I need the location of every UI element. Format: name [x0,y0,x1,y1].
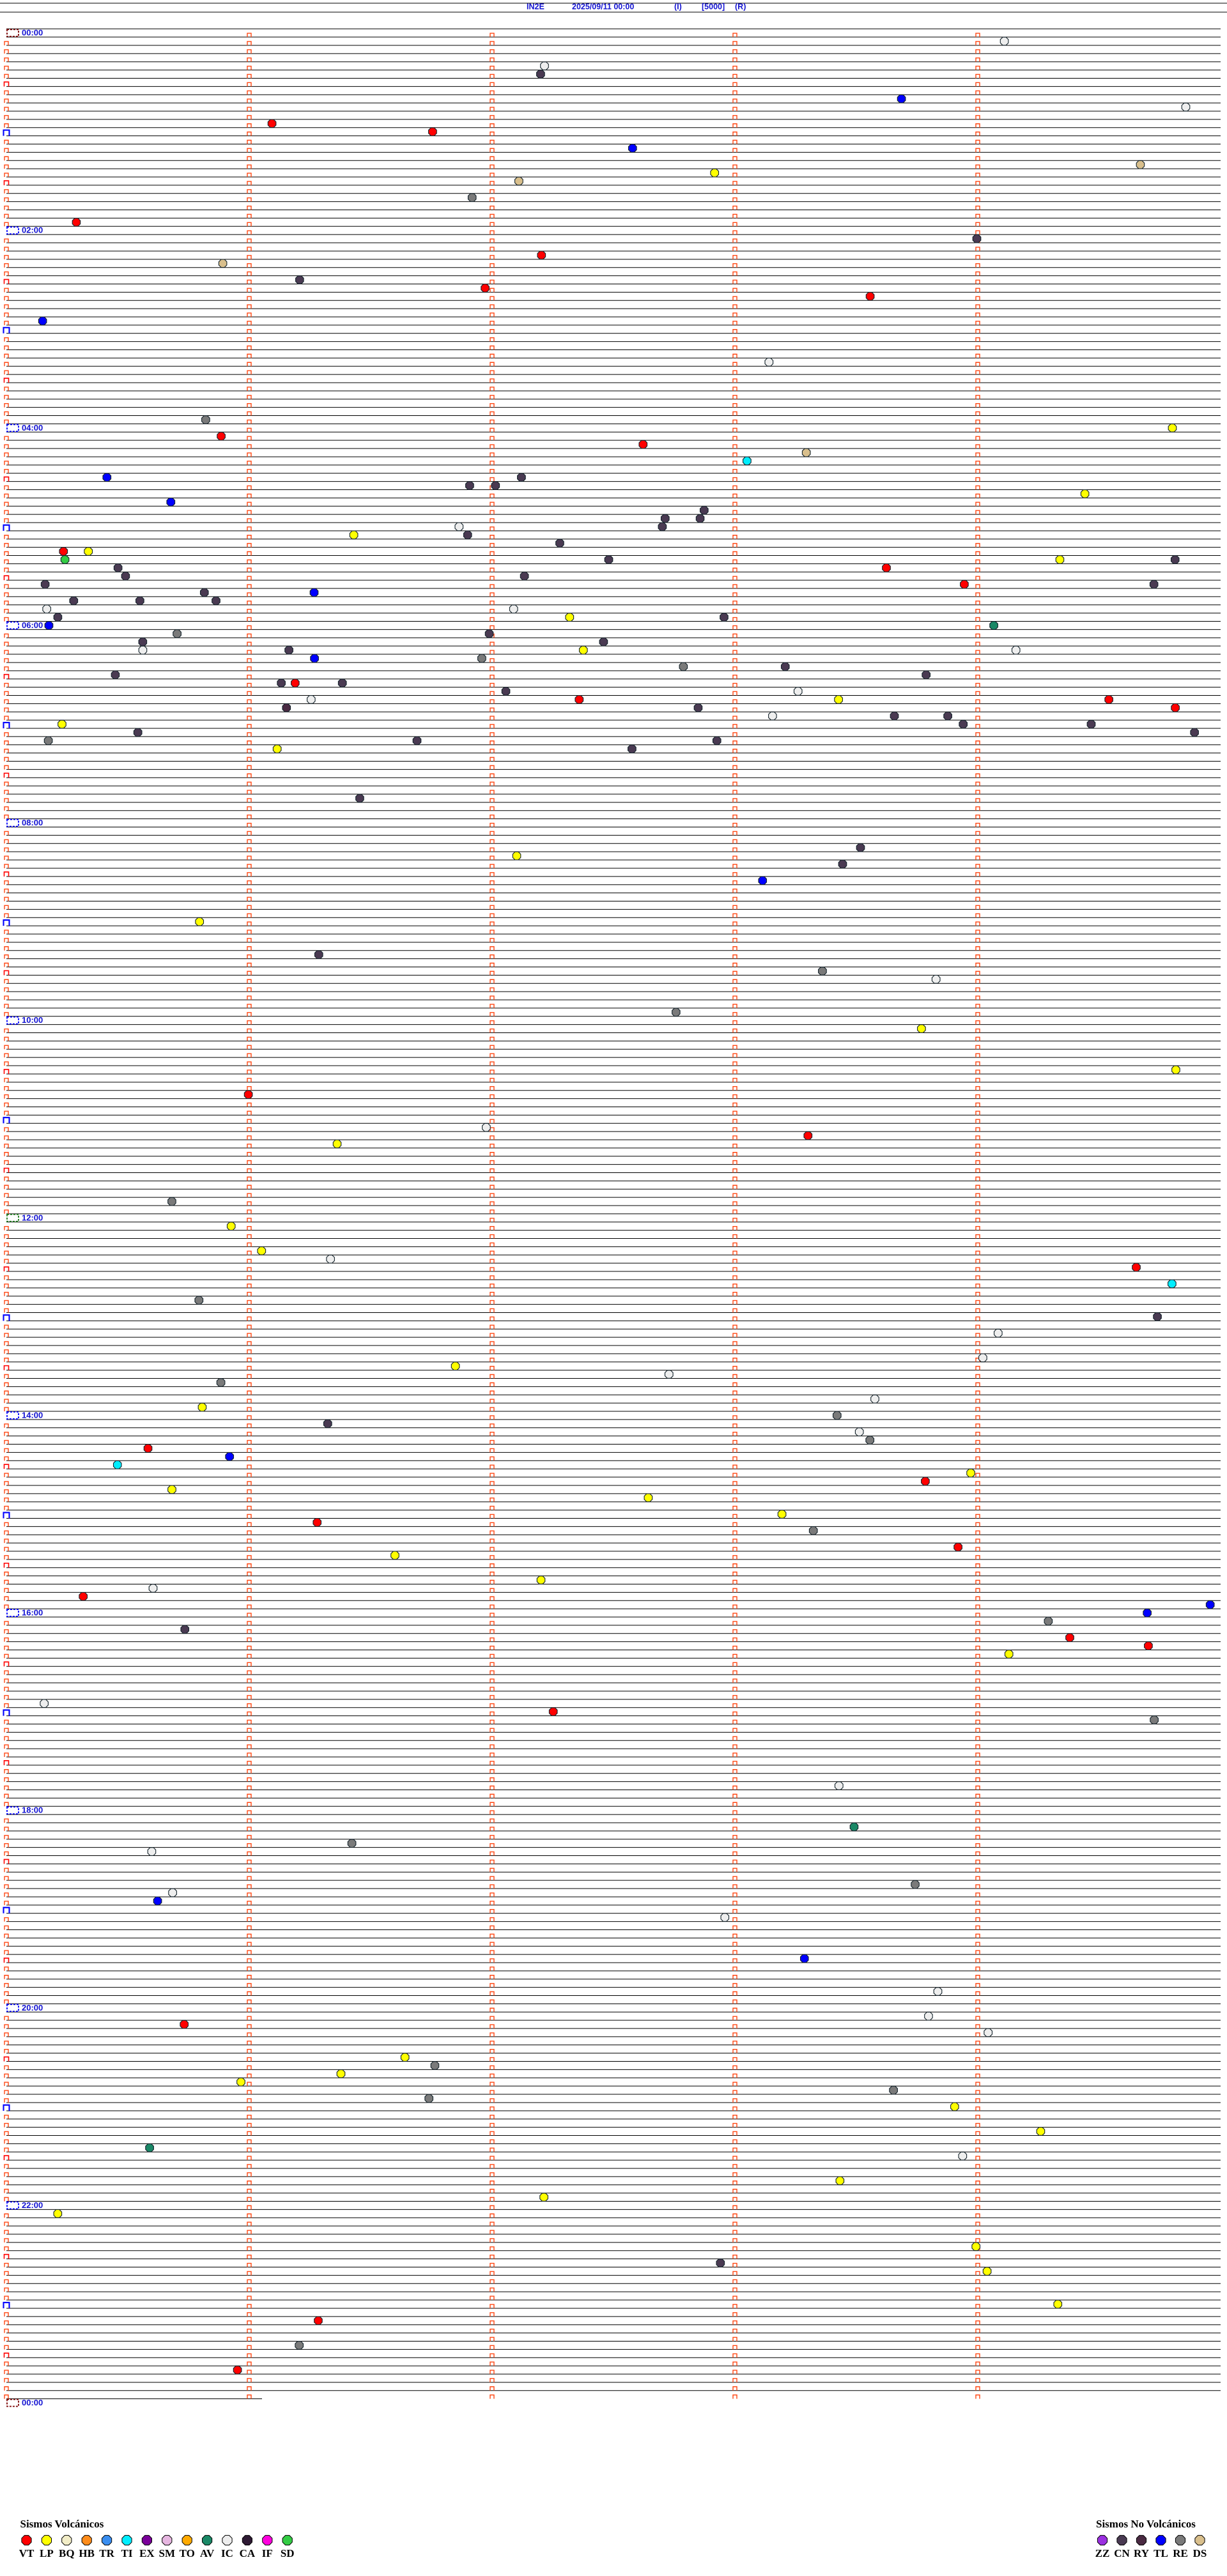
svg-text:AV: AV [200,2547,215,2559]
svg-text:18:00: 18:00 [22,1805,43,1815]
svg-text:Sismos Volcánicos: Sismos Volcánicos [20,2518,104,2530]
svg-text:Sismos No Volcánicos: Sismos No Volcánicos [1096,2518,1196,2530]
svg-text:SD: SD [281,2547,295,2559]
svg-text:HB: HB [79,2547,95,2559]
svg-text:RY: RY [1134,2547,1149,2559]
svg-text:BQ: BQ [59,2547,75,2559]
svg-text:EX: EX [139,2547,155,2559]
svg-text:06:00: 06:00 [22,620,43,630]
svg-text:TL: TL [1154,2547,1168,2559]
svg-text:00:00: 00:00 [22,28,43,38]
svg-text:CA: CA [240,2547,256,2559]
svg-text:RE: RE [1173,2547,1188,2559]
svg-text:22:00: 22:00 [22,2200,43,2210]
svg-text:DS: DS [1193,2547,1207,2559]
svg-text:04:00: 04:00 [22,423,43,433]
svg-text:CN: CN [1114,2547,1130,2559]
svg-text:SM: SM [159,2547,176,2559]
svg-text:00:00: 00:00 [22,2398,43,2407]
svg-text:IC: IC [221,2547,233,2559]
svg-text:TI: TI [121,2547,133,2559]
svg-text:VT: VT [19,2547,35,2559]
svg-text:TO: TO [180,2547,195,2559]
svg-text:02:00: 02:00 [22,226,43,235]
svg-text:TR: TR [99,2547,114,2559]
svg-text:08:00: 08:00 [22,818,43,827]
svg-text:10:00: 10:00 [22,1015,43,1025]
svg-text:14:00: 14:00 [22,1410,43,1420]
svg-text:ZZ: ZZ [1095,2547,1110,2559]
svg-text:20:00: 20:00 [22,2003,43,2012]
svg-text:16:00: 16:00 [22,1608,43,1618]
svg-text:LP: LP [40,2547,54,2559]
svg-text:12:00: 12:00 [22,1213,43,1222]
svg-text:IF: IF [262,2547,273,2559]
